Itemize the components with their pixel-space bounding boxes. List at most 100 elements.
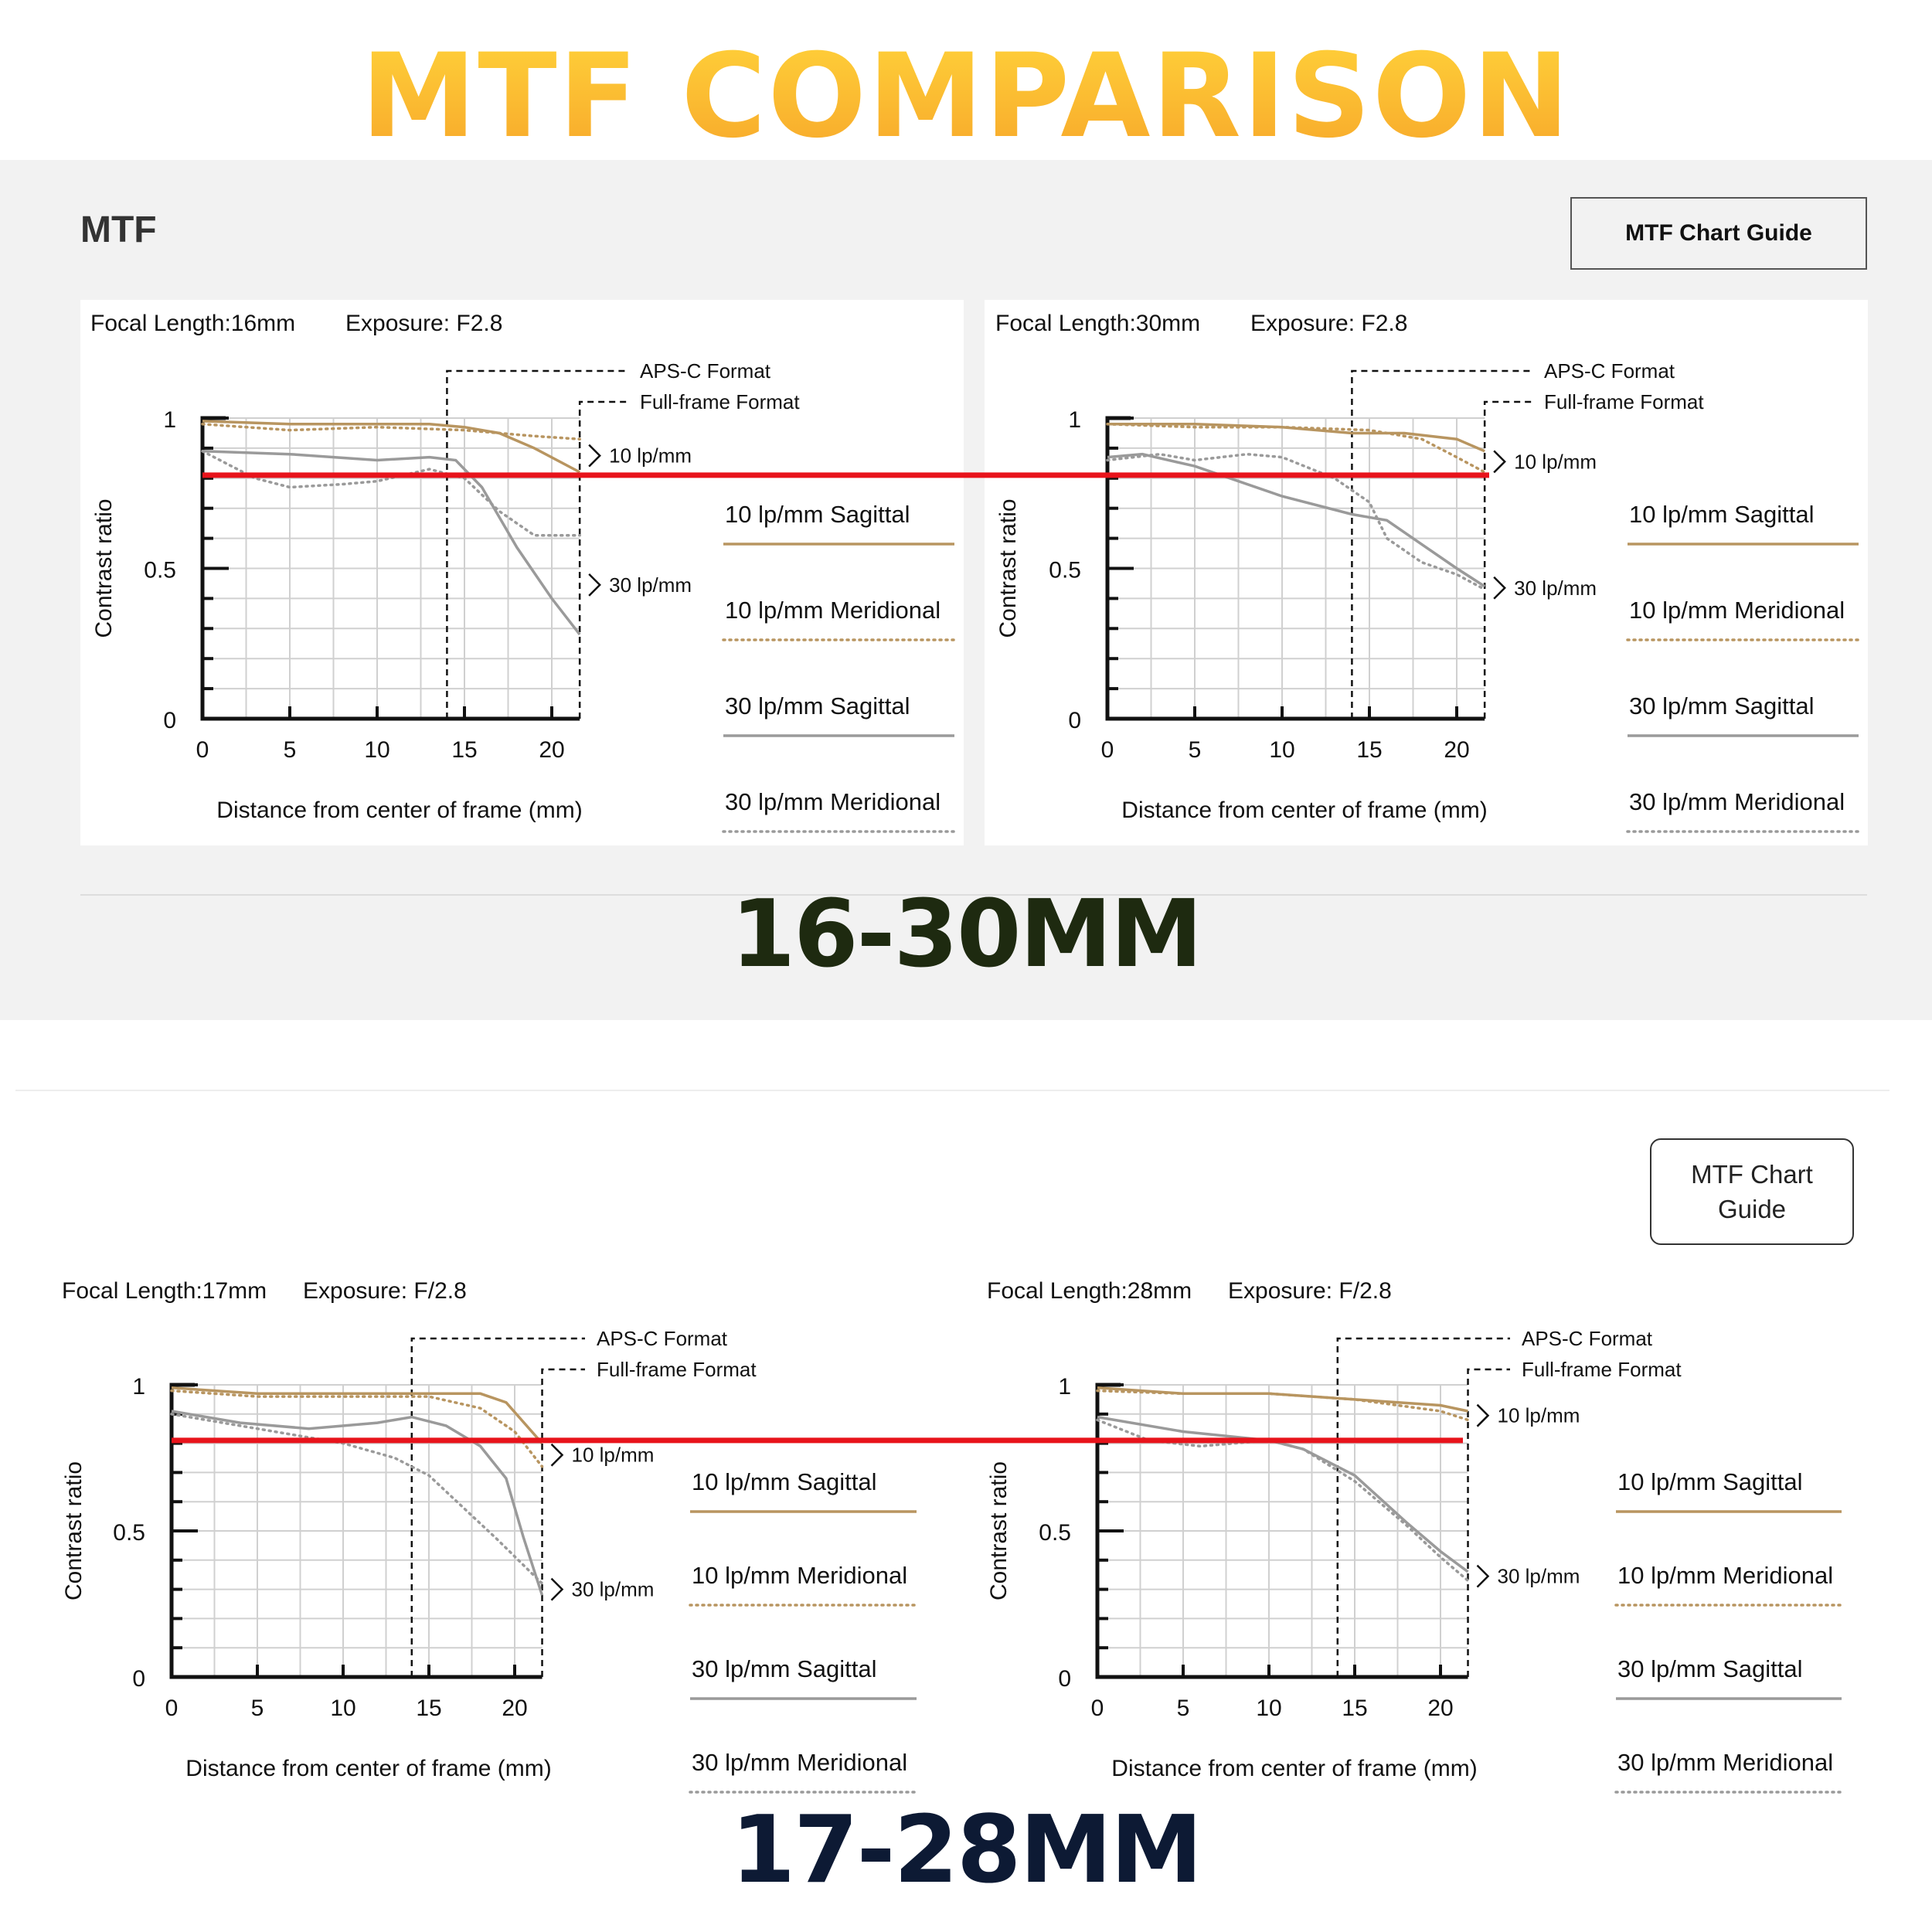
lp10-marker [1476,1403,1490,1427]
mtf-chart-4: Focal Length:28mm Exposure: F/2.80 5 10 15 20… [986,1278,1843,1794]
aps-c-boundary-line [410,1337,585,1677]
x-axis-label: Distance from center of frame (mm) [1121,798,1487,823]
legend-label: 30 lp/mm Meridional [692,1749,907,1776]
legend-label: 10 lp/mm Meridional [1629,597,1845,624]
lp10-marker [1493,450,1506,474]
full-frame-boundary-line [1483,400,1532,719]
legend-label: 30 lp/mm Sagittal [1629,692,1815,719]
mtf-chart-guide-button[interactable]: MTF Chart Guide [1570,197,1867,270]
full-frame-boundary-line [1467,1368,1510,1677]
x-tick-label: 10 [364,737,389,763]
x-tick-label: 0 [196,737,209,763]
series-line-30-lp-mm-meridional [1106,452,1486,591]
mtf-chart-1: Focal Length:16mm Exposure: F2.80 5 10 15 200… [80,300,964,845]
y-axis-label: Contrast ratio [61,1461,87,1600]
series-line-10-lp-mm-meridional [1106,423,1486,474]
x-tick-label: 10 [1256,1696,1281,1721]
x-tick-label: 10 [1269,737,1294,763]
lens-label-16-30mm: 16-30MM [730,881,1203,988]
exposure-label: Exposure: F2.8 [1250,311,1407,336]
lens-label-17-28mm: 17-28MM [730,1797,1203,1904]
mtf-chart-3: Focal Length:17mm Exposure: F/2.80 5 10 15 20… [61,1278,918,1794]
series-line-10-lp-mm-sagittal [1097,1386,1468,1413]
y-axis-label: Contrast ratio [986,1461,1012,1600]
lp30-label: 30 lp/mm [572,1578,655,1601]
focal-length-label: Focal Length:28mm [987,1278,1192,1304]
legend-label: 30 lp/mm Sagittal [1617,1655,1803,1682]
grid [172,1384,543,1677]
exposure-label: Exposure: F/2.8 [1228,1278,1392,1304]
full-frame-boundary-line [541,1368,585,1677]
x-tick-label: 10 [330,1696,355,1721]
grid [1097,1384,1468,1677]
legend-label: 10 lp/mm Sagittal [725,501,910,528]
aps-c-format-label: APS-C Format [1544,359,1675,383]
full-frame-format-label: Full-frame Format [597,1358,757,1381]
x-tick-label: 20 [1427,1696,1453,1721]
lp10-label: 10 lp/mm [1514,450,1597,473]
x-tick-label: 15 [1356,737,1382,763]
focal-length-label: Focal Length:30mm [995,311,1200,336]
lp10-label: 10 lp/mm [1498,1404,1580,1427]
legend-label: 10 lp/mm Sagittal [1617,1468,1803,1495]
legend-label: 30 lp/mm Meridional [1629,788,1845,815]
y-tick-label: 1 [163,407,176,433]
x-tick-label: 0 [1091,1696,1104,1721]
x-tick-label: 5 [251,1696,264,1721]
series-line-10-lp-mm-sagittal [1107,423,1485,453]
series-line-10-lp-mm-sagittal [202,420,581,474]
x-tick-label: 20 [539,737,564,763]
lp30-marker [1476,1564,1490,1588]
lp30-label: 30 lp/mm [609,573,692,597]
full-frame-format-label: Full-frame Format [1522,1358,1682,1381]
x-tick-label: 0 [1101,737,1114,763]
page-title: MTF COMPARISON [0,31,1932,162]
legend-label: 30 lp/mm Sagittal [692,1655,877,1682]
series-line-10-lp-mm-meridional [170,1389,544,1468]
x-tick-label: 20 [502,1696,527,1721]
legend-label: 10 lp/mm Meridional [725,597,940,624]
x-axis-label: Distance from center of frame (mm) [1111,1756,1477,1781]
x-axis-label: Distance from center of frame (mm) [216,798,582,823]
lp30-marker [550,1577,564,1601]
x-tick-label: 20 [1444,737,1469,763]
y-axis-label: Contrast ratio [995,498,1021,638]
lp10-marker [588,444,601,468]
aps-c-boundary-line [446,369,628,719]
x-tick-label: 15 [451,737,477,763]
y-tick-label: 0.5 [1049,558,1081,583]
y-tick-label: 1 [1068,407,1081,433]
full-frame-format-label: Full-frame Format [640,390,800,413]
aps-c-format-label: APS-C Format [597,1327,728,1350]
mtf-chart-guide-button-2[interactable]: MTF Chart Guide [1650,1138,1854,1245]
lp30-marker [588,573,601,597]
lp10-label: 10 lp/mm [609,444,692,468]
exposure-label: Exposure: F/2.8 [303,1278,467,1304]
lp10-marker [550,1443,564,1467]
y-tick-label: 0 [132,1666,145,1692]
series-line-30-lp-mm-sagittal [171,1410,544,1596]
chart-panel [80,300,964,845]
series-line-10-lp-mm-sagittal [171,1386,543,1444]
legend-label: 10 lp/mm Meridional [692,1562,907,1589]
lp30-marker [1493,576,1506,600]
mtf-chart-2: Focal Length:30mm Exposure: F2.8 0 5 10 15 20 0… [985,300,1868,845]
x-tick-label: 5 [284,737,297,763]
series-line-30-lp-mm-meridional [170,1413,544,1585]
aps-c-boundary-line [1336,1337,1510,1677]
x-axis-label: Distance from center of frame (mm) [185,1756,551,1781]
grid [1107,417,1485,719]
full-frame-boundary-line [578,400,628,719]
x-tick-label: 15 [416,1696,441,1721]
series-line-30-lp-mm-sagittal [1107,452,1486,588]
x-tick-label: 5 [1189,737,1202,763]
y-tick-label: 1 [1058,1374,1071,1400]
aps-c-format-label: APS-C Format [640,359,771,383]
lp10-label: 10 lp/mm [572,1444,655,1467]
section-divider [15,1090,1889,1091]
legend-label: 10 lp/mm Sagittal [692,1468,877,1495]
section-divider [80,894,1867,896]
focal-length-label: Focal Length:16mm [90,311,295,336]
x-tick-label: 15 [1342,1696,1367,1721]
